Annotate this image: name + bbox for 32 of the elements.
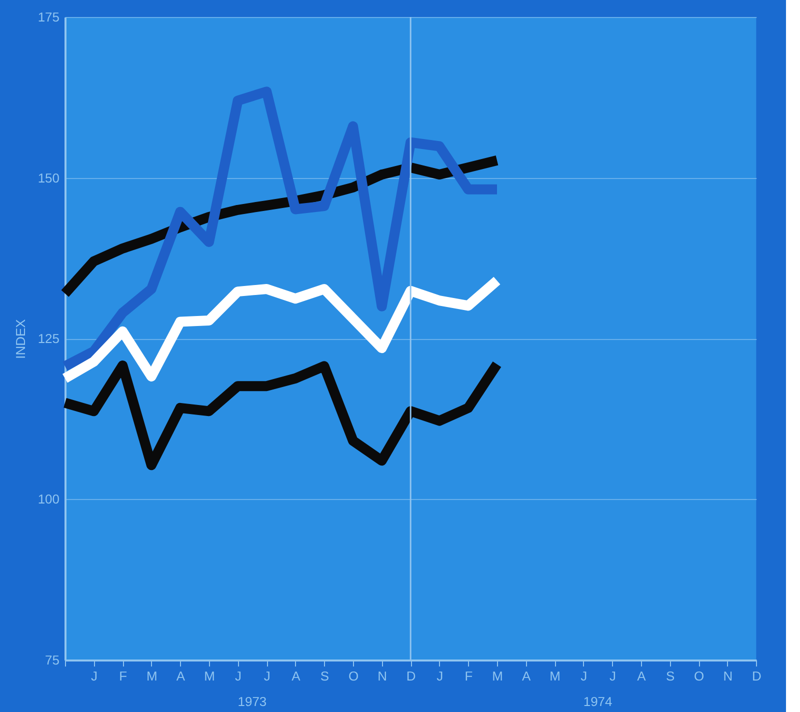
x-tick-label: S <box>666 668 675 684</box>
x-tick-label: J <box>235 668 242 684</box>
x-tick-label: S <box>320 668 330 684</box>
y-axis-title: INDEX <box>12 318 28 359</box>
y-tick-label: 175 <box>38 10 60 25</box>
x-tick-label: N <box>378 668 387 684</box>
y-tick-label: 75 <box>45 652 60 668</box>
x-tick-label: J <box>91 668 98 684</box>
x-tick-label: A <box>292 668 301 684</box>
x-tick-label: M <box>492 668 503 684</box>
x-tick-label: A <box>637 668 646 684</box>
x-tick-label: F <box>119 668 128 684</box>
x-tick-label: A <box>522 668 531 684</box>
x-tick-label: F <box>464 668 473 684</box>
x-tick-label: J <box>580 668 588 684</box>
y-tick-label: 125 <box>38 331 60 346</box>
text: 1973 <box>238 694 267 709</box>
x-tick-label: D <box>406 668 416 684</box>
y-tick-label: 150 <box>38 170 60 186</box>
x-tick-label: J <box>436 668 444 684</box>
x-tick-label: A <box>176 668 186 684</box>
x-tick-label: N <box>723 668 733 684</box>
x-tick-label: D <box>752 668 762 684</box>
x-tick-label: M <box>550 668 561 684</box>
x-tick-label: J <box>609 668 616 684</box>
text: 1974 <box>583 694 612 709</box>
x-tick-label: M <box>146 668 158 684</box>
x-tick-label: O <box>694 668 704 684</box>
x-tick-label: J <box>264 668 270 684</box>
x-tick-label: O <box>348 668 359 684</box>
x-tick-label: M <box>204 668 215 684</box>
y-tick-label: 100 <box>38 492 60 507</box>
